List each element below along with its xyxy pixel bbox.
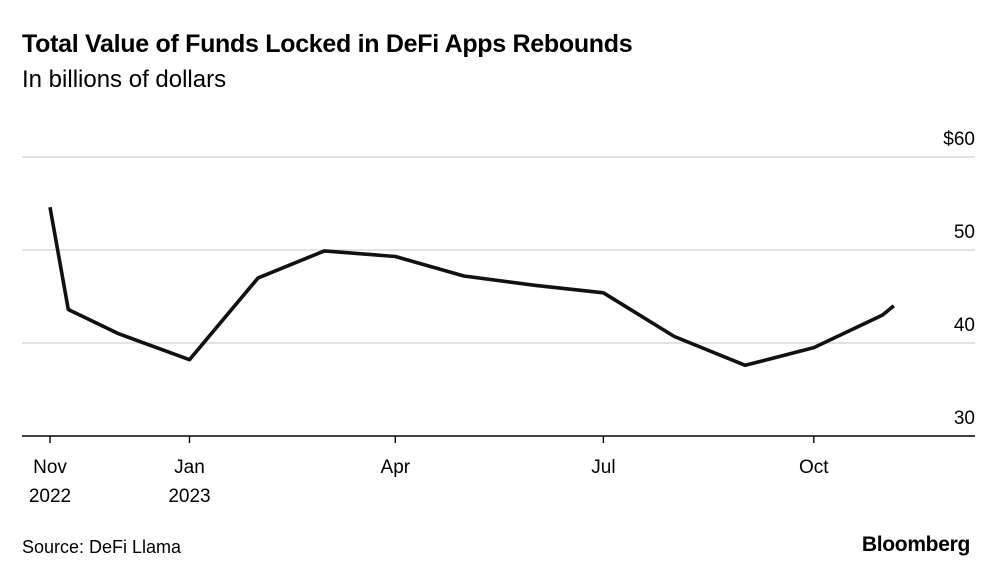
y-tick-label-60: $60 bbox=[943, 129, 975, 150]
source-note: Source: DeFi Llama bbox=[22, 537, 182, 557]
x-axis bbox=[22, 435, 975, 443]
y-tick-label-40: 40 bbox=[954, 315, 975, 336]
x-tick-year-2023: 2023 bbox=[168, 486, 210, 507]
x-tick-label-apr: Apr bbox=[381, 457, 411, 478]
chart-title: Total Value of Funds Locked in DeFi Apps… bbox=[22, 30, 633, 58]
y-tick-label-50: 50 bbox=[954, 222, 975, 243]
bloomberg-logo: Bloomberg bbox=[861, 533, 970, 556]
x-tick-label-jul: Jul bbox=[591, 457, 615, 478]
series-line-0 bbox=[48, 206, 895, 368]
x-tick-year-2022: 2022 bbox=[29, 486, 71, 507]
x-tick-label-oct: Oct bbox=[799, 457, 829, 478]
grid-layer bbox=[22, 156, 975, 344]
series-layer bbox=[48, 206, 895, 368]
x-tick-label-jan: Jan bbox=[174, 457, 205, 478]
x-tick-label-nov: Nov bbox=[33, 457, 67, 478]
chart-subtitle: In billions of dollars bbox=[22, 66, 227, 93]
y-tick-label-30: 30 bbox=[954, 408, 975, 429]
tick-labels: $60 50 40 30 Nov 2022 Jan 2023 Apr Jul Oct bbox=[29, 129, 975, 507]
